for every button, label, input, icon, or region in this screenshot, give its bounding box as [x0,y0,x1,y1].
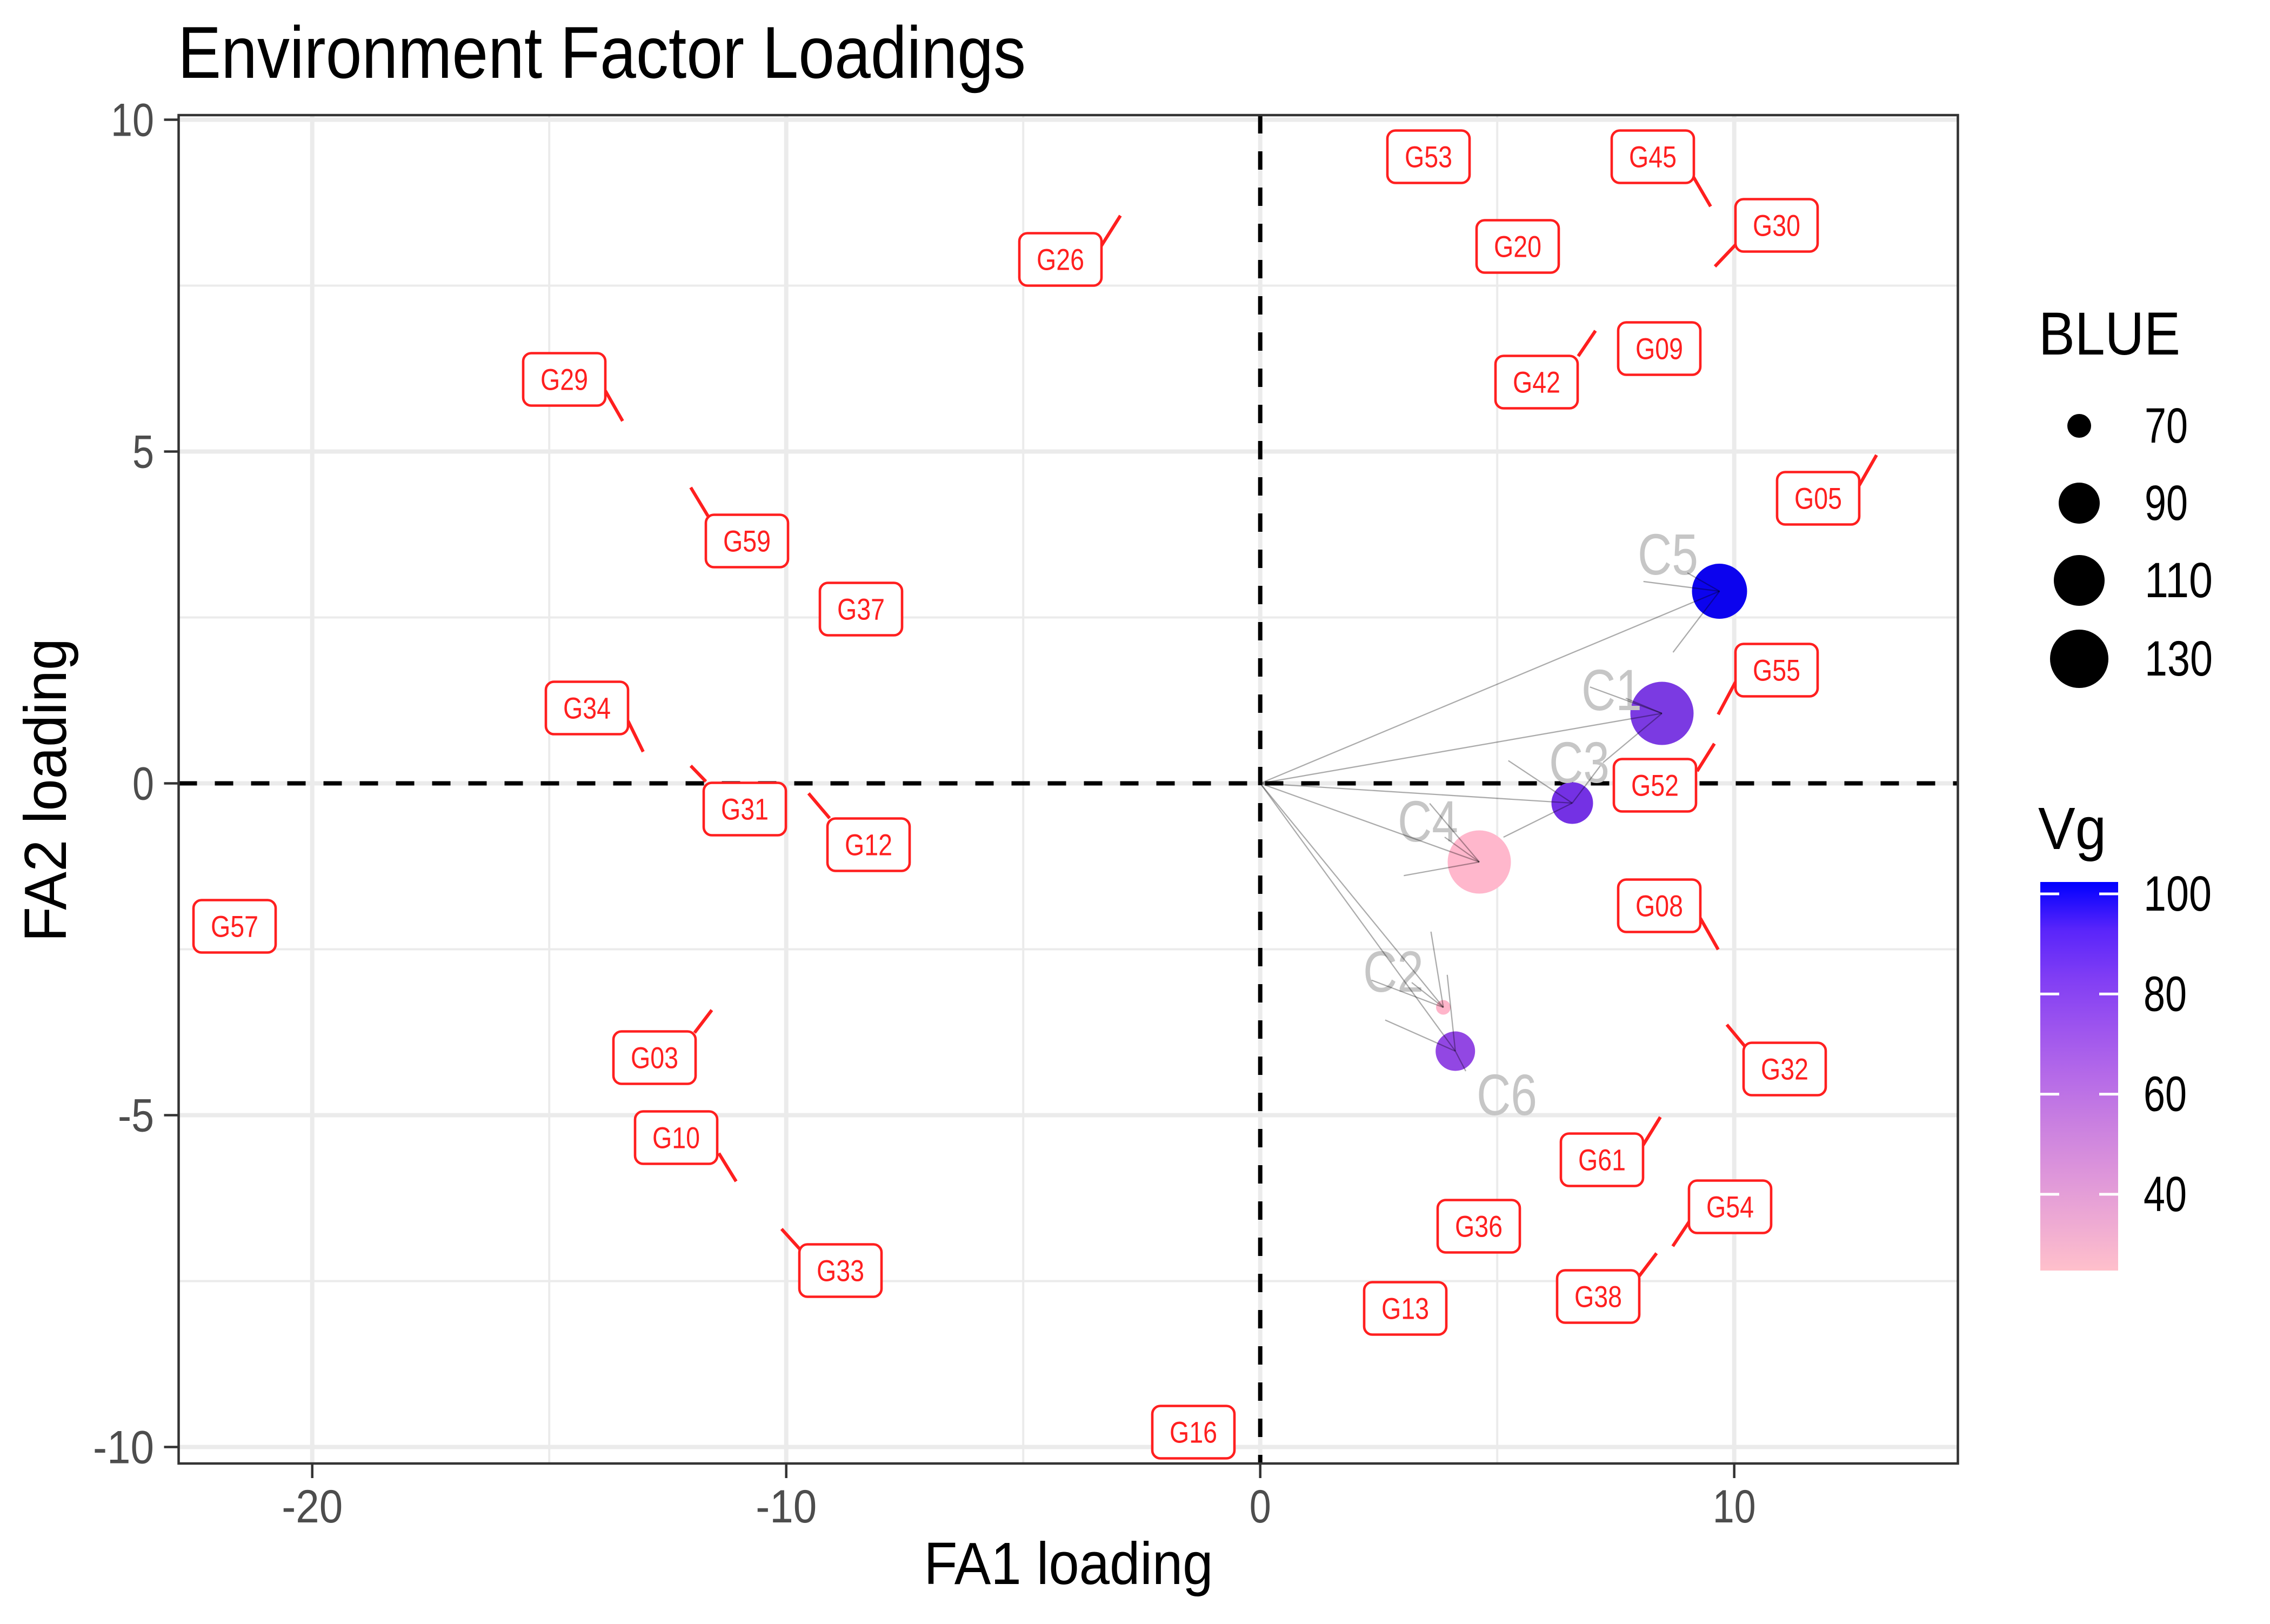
svg-text:G54: G54 [1706,1190,1754,1224]
svg-text:G09: G09 [1635,332,1683,366]
svg-text:G61: G61 [1578,1143,1626,1177]
svg-text:G52: G52 [1631,768,1679,803]
svg-text:G36: G36 [1455,1209,1503,1244]
svg-text:G57: G57 [211,910,258,944]
svg-text:C6: C6 [1477,1062,1537,1127]
svg-text:G20: G20 [1494,230,1541,264]
svg-text:G03: G03 [631,1041,678,1075]
svg-text:C3: C3 [1549,730,1610,795]
svg-text:C4: C4 [1398,788,1458,854]
svg-text:-20: -20 [282,1481,343,1533]
svg-text:G05: G05 [1794,482,1842,516]
svg-text:G33: G33 [817,1254,864,1288]
svg-text:G12: G12 [845,828,892,862]
svg-text:G26: G26 [1037,243,1084,277]
svg-text:G16: G16 [1170,1415,1217,1449]
svg-text:G53: G53 [1405,140,1452,174]
svg-text:G55: G55 [1753,653,1800,687]
svg-text:C1: C1 [1581,657,1642,723]
svg-text:100: 100 [2144,866,2212,921]
svg-text:G37: G37 [837,592,885,626]
svg-text:G30: G30 [1753,209,1800,243]
svg-text:G59: G59 [723,524,771,558]
svg-text:G10: G10 [652,1121,700,1155]
svg-text:0: 0 [1250,1481,1271,1533]
svg-text:FA2 loading: FA2 loading [12,638,79,942]
svg-text:G13: G13 [1381,1292,1429,1326]
svg-text:G38: G38 [1574,1280,1622,1314]
svg-text:BLUE: BLUE [2039,300,2180,367]
svg-text:G08: G08 [1635,889,1683,923]
svg-text:-10: -10 [756,1481,817,1533]
svg-text:G42: G42 [1513,365,1560,399]
svg-text:G31: G31 [721,792,769,826]
svg-text:10: 10 [111,95,154,146]
svg-text:Vg: Vg [2038,796,2106,862]
svg-text:-10: -10 [93,1422,154,1474]
svg-text:40: 40 [2144,1167,2187,1222]
svg-text:C5: C5 [1638,522,1698,587]
svg-text:130: 130 [2145,631,2213,686]
svg-text:70: 70 [2145,398,2188,453]
svg-text:110: 110 [2145,553,2213,608]
svg-text:C2: C2 [1363,939,1424,1004]
svg-text:G32: G32 [1761,1052,1808,1086]
svg-text:60: 60 [2144,1067,2187,1122]
svg-text:-5: -5 [118,1090,154,1142]
svg-text:10: 10 [1713,1481,1756,1533]
svg-text:80: 80 [2144,966,2187,1021]
svg-text:5: 5 [132,426,154,478]
svg-text:G29: G29 [540,363,588,397]
svg-text:FA1 loading: FA1 loading [924,1531,1213,1597]
svg-text:G34: G34 [563,691,611,725]
svg-text:G45: G45 [1629,140,1677,174]
svg-text:Environment Factor Loadings: Environment Factor Loadings [178,11,1026,93]
svg-text:0: 0 [132,758,154,810]
svg-text:90: 90 [2145,476,2188,531]
